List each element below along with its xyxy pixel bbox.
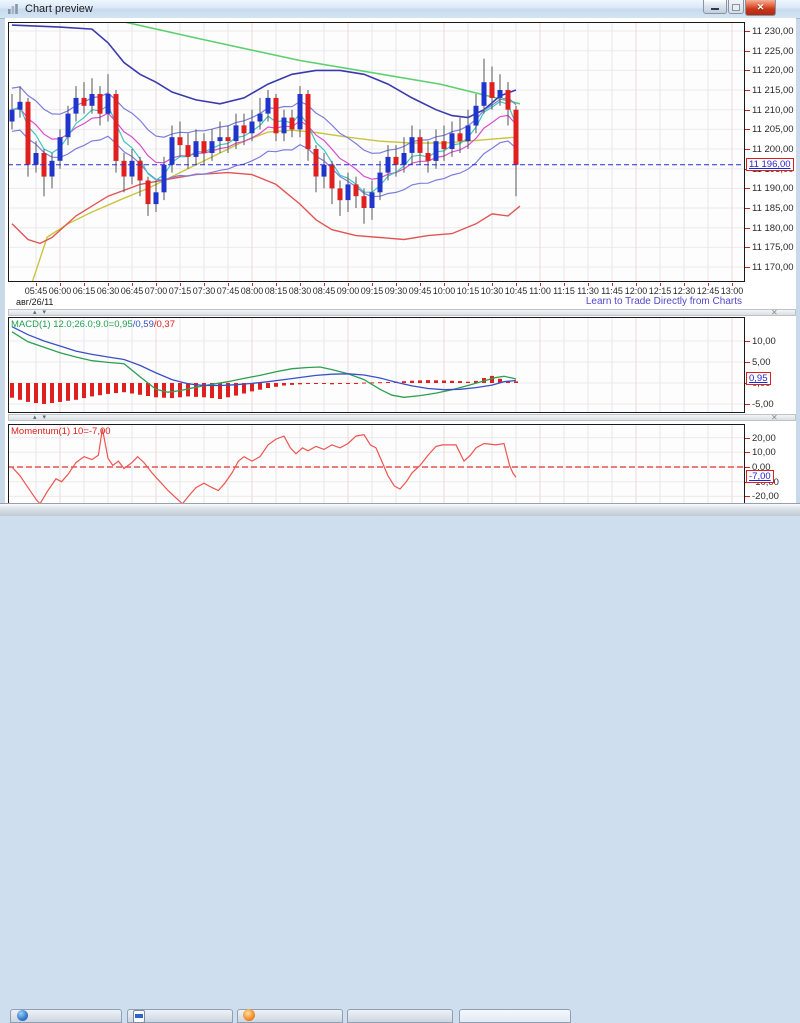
panel-splitter[interactable]: ▴ ▾ ✕ — [8, 414, 796, 421]
x-axis-date-label: авг/26/11 — [16, 297, 53, 307]
momentum-panel-close-icon[interactable]: ✕ — [771, 413, 778, 422]
current-price-badge: 11 196,00 — [746, 158, 794, 171]
price-chart-canvas[interactable] — [8, 22, 745, 282]
titlebar[interactable]: Chart preview ✕ — [0, 0, 800, 19]
panel-splitter[interactable]: ▴ ▾ ✕ — [8, 309, 796, 316]
globe-icon[interactable] — [17, 1010, 28, 1021]
macd-values-signal: /0,59 — [133, 319, 154, 330]
macd-value-badge: 0,95 — [746, 372, 771, 385]
momentum-chart-canvas[interactable] — [8, 424, 745, 503]
window-title: Chart preview — [25, 3, 93, 15]
macd-values-hist: /0,37 — [154, 319, 175, 330]
minimize-button[interactable] — [703, 0, 727, 14]
macd-chart-canvas[interactable] — [8, 317, 745, 413]
momentum-value-badge: -7,00 — [746, 470, 774, 483]
macd-panel-close-icon[interactable]: ✕ — [771, 308, 778, 317]
firefox-icon[interactable] — [243, 1009, 255, 1021]
close-button[interactable]: ✕ — [745, 0, 776, 16]
splitter-handle-icon[interactable]: ▴ ▾ — [33, 413, 48, 421]
chart-icon — [8, 4, 20, 14]
splitter-handle-icon[interactable]: ▴ ▾ — [33, 308, 48, 316]
taskbar-button-4[interactable] — [347, 1009, 453, 1023]
momentum-indicator-label: Momentum(1) 10=-7,00 — [11, 426, 111, 437]
learn-to-trade-link[interactable]: Learn to Trade Directly from Charts — [586, 296, 742, 307]
macd-indicator-label: MACD(1) 12.0;26.0;9.0=0,95/0,59/0,37 — [11, 319, 175, 330]
macd-values-main: MACD(1) 12.0;26.0;9.0=0,95 — [11, 319, 133, 330]
taskbar-button-5[interactable] — [459, 1009, 571, 1023]
chart-preview-window: Chart preview ✕ MACD(1) 12.0;26.0;9.0=0,… — [0, 0, 800, 515]
maximize-button[interactable] — [728, 0, 744, 14]
document-icon[interactable] — [133, 1010, 145, 1023]
taskbar — [0, 503, 800, 516]
